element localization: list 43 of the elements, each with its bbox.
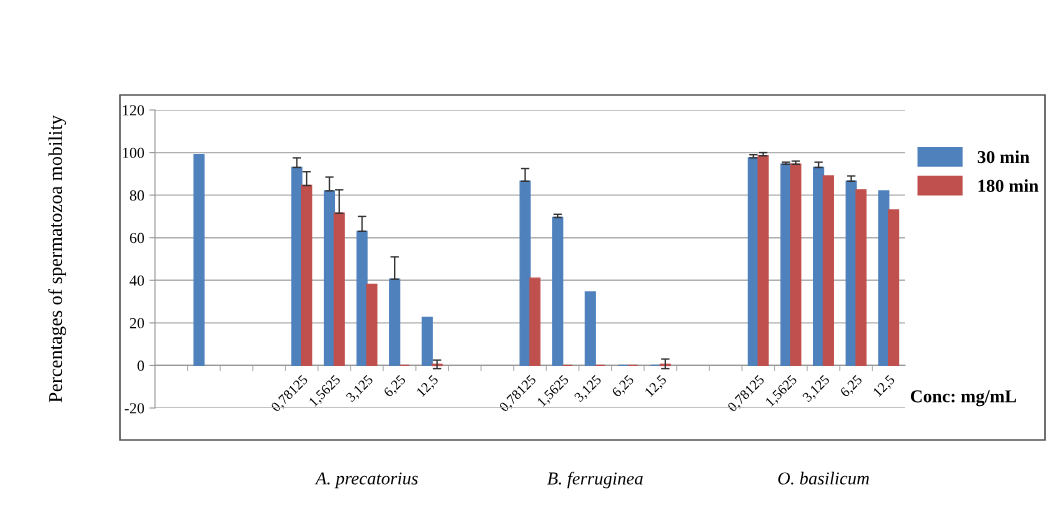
bar <box>301 184 313 367</box>
x-tick-label: 12,5 <box>872 374 897 399</box>
bar <box>780 163 792 367</box>
y-axis-title: Percentages of spermatozoa mobility <box>48 115 67 403</box>
x-tick-label: 6,25 <box>611 374 636 399</box>
bar <box>878 190 890 367</box>
bar <box>366 283 378 367</box>
legend-label: 180 min <box>978 179 1039 192</box>
y-tick-label: 20 <box>129 318 144 329</box>
y-tick-label: 40 <box>129 275 144 286</box>
bar <box>291 166 303 367</box>
x-tick-label: 6,25 <box>383 374 408 399</box>
bar <box>333 212 345 367</box>
bar <box>813 166 825 367</box>
x-axis-title: Conc: mg/mL <box>910 390 1017 407</box>
text: O. basilicum <box>778 471 869 485</box>
y-tick-label: 80 <box>129 190 144 201</box>
y-tick-label: 60 <box>129 232 144 244</box>
bar <box>584 291 596 367</box>
bar <box>888 209 900 367</box>
x-tick-label: 6,25 <box>839 374 865 399</box>
bar <box>822 175 834 367</box>
x-tick-label: 12,5 <box>416 374 441 399</box>
y-tick-label: 0 <box>137 360 144 371</box>
y-tick-label: -20 <box>124 403 144 414</box>
bar <box>323 190 336 367</box>
y-tick-label: 120 <box>123 105 144 116</box>
text: B. ferruginea <box>547 471 643 489</box>
bar <box>389 278 401 367</box>
x-tick-label: 12,5 <box>644 374 669 399</box>
bar <box>757 155 769 367</box>
bar <box>790 163 802 367</box>
bar <box>529 277 541 367</box>
bar <box>193 154 205 367</box>
legend-label: 30 min <box>977 150 1030 164</box>
bar <box>519 180 531 367</box>
y-tick-label: 100 <box>123 147 144 159</box>
bar <box>421 316 433 367</box>
bar <box>855 189 867 367</box>
bar <box>356 230 368 367</box>
bar <box>747 157 759 367</box>
bar <box>552 216 564 367</box>
text: A. precatorius <box>314 472 418 489</box>
